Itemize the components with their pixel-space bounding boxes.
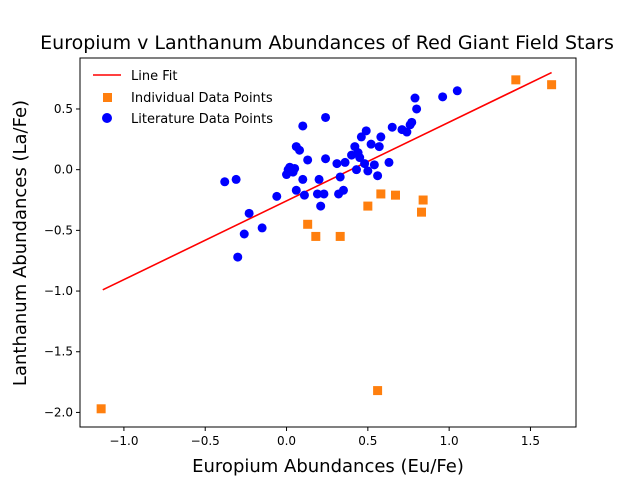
literature-data-point (366, 139, 376, 149)
literature-data-point (312, 189, 322, 199)
x-axis-title: Europium Abundances (Eu/Fe) (192, 456, 464, 477)
literature-data-point (272, 191, 282, 201)
plot-area-frame (79, 57, 577, 428)
legend-label-individual: Individual Data Points (131, 91, 273, 106)
x-tick-label: −1.0 (109, 434, 138, 448)
literature-data-point (231, 174, 241, 184)
y-tick-label: 0.0 (54, 163, 73, 177)
legend: Line Fit Individual Data Points Literatu… (93, 69, 273, 127)
literature-data-point (299, 190, 309, 200)
individual-data-point (311, 231, 321, 241)
x-tick-label: 1.0 (440, 434, 459, 448)
literature-data-point (373, 171, 383, 181)
literature-data-point (332, 159, 342, 169)
literature-data-point (303, 155, 313, 165)
y-tick-label: −2.0 (44, 405, 73, 419)
individual-data-point (511, 75, 521, 85)
literature-data-point (295, 145, 305, 155)
literature-data-point (363, 166, 373, 176)
y-tick-label: −0.5 (44, 223, 73, 237)
literature-data-point (316, 201, 326, 211)
individual-data-point (363, 201, 373, 211)
x-axis-ticks: −1.0 −0.5 0.0 0.5 1.0 1.5 (109, 427, 540, 448)
y-tick-label: −1.0 (44, 284, 73, 298)
literature-data-point (360, 159, 370, 169)
literature-data-point (335, 172, 345, 182)
literature-data-point (361, 126, 371, 136)
individual-data-point (96, 404, 106, 414)
literature-data-point (321, 154, 331, 164)
literature-data-point (410, 93, 420, 103)
individual-data-point (335, 231, 345, 241)
literature-data-point (220, 177, 230, 187)
individual-data-point (418, 195, 428, 205)
line-fit (102, 71, 552, 291)
literature-data-point (407, 117, 417, 127)
x-tick-label: 1.5 (521, 434, 540, 448)
literature-data-point (321, 112, 331, 122)
literature-data-point (387, 122, 397, 132)
literature-data-point (298, 174, 308, 184)
x-tick-label: 0.5 (358, 434, 377, 448)
literature-data-point (452, 86, 462, 96)
individual-data-point (303, 219, 313, 229)
individual-data-point (373, 386, 383, 396)
individual-data-point (376, 189, 386, 199)
literature-data-point (351, 165, 361, 175)
plot-marks (96, 71, 557, 414)
literature-data-point (290, 163, 300, 173)
legend-individual-swatch (103, 93, 112, 102)
individual-data-point (417, 207, 427, 217)
y-tick-label: 0.5 (54, 102, 73, 116)
literature-data-point (257, 223, 267, 233)
literature-data-point (438, 92, 448, 102)
y-axis-ticks: −2.0 −1.5 −1.0 −0.5 0.0 0.5 (44, 102, 80, 419)
literature-data-point (402, 127, 412, 137)
literature-data-point (239, 229, 249, 239)
literature-data-point (291, 185, 301, 195)
literature-data-point (412, 104, 422, 114)
x-tick-label: 0.0 (277, 434, 296, 448)
literature-data-point (376, 132, 386, 142)
y-tick-label: −1.5 (44, 345, 73, 359)
x-tick-label: −0.5 (191, 434, 220, 448)
literature-data-point (319, 189, 329, 199)
literature-data-point (233, 252, 243, 262)
literature-data-point (340, 157, 350, 167)
y-axis-title: Lanthanum Abundances (La/Fe) (10, 100, 31, 386)
individual-data-point (547, 80, 557, 90)
legend-literature-swatch (102, 113, 112, 123)
individual-data-point (390, 190, 400, 200)
literature-data-point (314, 174, 324, 184)
literature-data-point (384, 157, 394, 167)
legend-label-literature: Literature Data Points (131, 112, 273, 127)
literature-data-point (355, 153, 365, 163)
literature-data-point (369, 160, 379, 170)
literature-data-point (338, 185, 348, 195)
literature-data-point (244, 208, 254, 218)
literature-data-point (356, 132, 366, 142)
chart-title: Europium v Lanthanum Abundances of Red G… (40, 32, 614, 54)
literature-data-point (374, 142, 384, 152)
legend-label-line-fit: Line Fit (131, 69, 177, 84)
literature-data-point (298, 121, 308, 131)
